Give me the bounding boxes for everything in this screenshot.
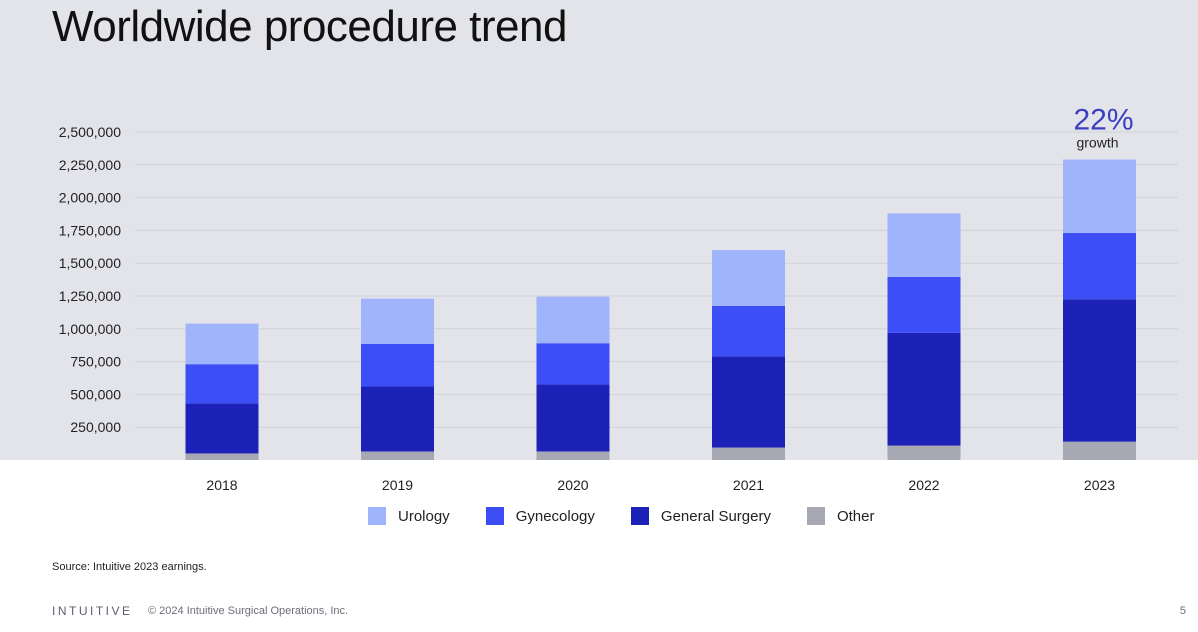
x-tick-label: 2019 — [382, 477, 413, 493]
growth-annotation-label: growth — [1076, 135, 1118, 151]
bar-segment-other-2023 — [1063, 441, 1136, 460]
legend-swatch — [485, 507, 504, 525]
y-tick-label: 1,750,000 — [59, 222, 121, 238]
x-tick-label: 2021 — [733, 477, 764, 493]
bar-segment-general-surgery-2023 — [1063, 299, 1136, 442]
bar-segment-gynecology-2020 — [536, 343, 610, 385]
bar-segment-urology-2018 — [185, 323, 259, 365]
bar-segment-other-2020 — [536, 451, 610, 460]
legend-swatch — [368, 507, 386, 525]
legend-item-general-surgery: General Surgery — [630, 507, 771, 525]
x-tick-label: 2023 — [1084, 477, 1115, 493]
legend-label: Urology — [398, 507, 450, 525]
bar-segment-general-surgery-2019 — [361, 386, 434, 452]
growth-annotation-value: 22% — [1073, 104, 1133, 137]
page-title: Worldwide procedure trend — [52, 2, 567, 51]
y-tick-label: 250,000 — [70, 419, 121, 435]
bar-segment-gynecology-2019 — [361, 343, 434, 387]
y-tick-label: 1,500,000 — [59, 255, 121, 271]
y-tick-label: 500,000 — [70, 386, 121, 402]
copyright-text: © 2024 Intuitive Surgical Operations, In… — [148, 605, 349, 617]
legend-label: Gynecology — [515, 507, 595, 525]
y-tick-label: 2,500,000 — [59, 124, 121, 140]
bar-segment-gynecology-2018 — [185, 364, 259, 404]
y-tick-label: 1,000,000 — [59, 321, 121, 337]
page-number: 5 — [1179, 605, 1186, 617]
x-tick-label: 2022 — [908, 477, 939, 493]
bar-segment-urology-2023 — [1063, 159, 1136, 234]
bar-segment-other-2018 — [185, 453, 259, 460]
bar-segment-general-surgery-2020 — [536, 384, 610, 452]
bar-segment-other-2022 — [887, 445, 961, 460]
legend-swatch — [806, 507, 825, 525]
stacked-bar-chart: 250,000 500,000 750,000 1,000,000 1,250,000 1… — [59, 104, 1178, 493]
bar-segment-urology-2022 — [887, 213, 961, 277]
chart-legend: Urology Gynecology General Surgery Other — [368, 507, 910, 525]
x-tick-label: 2018 — [206, 477, 237, 493]
bar-segment-general-surgery-2022 — [887, 332, 961, 446]
bar-segment-general-surgery-2021 — [712, 356, 785, 448]
y-tick-label: 2,000,000 — [59, 190, 121, 206]
bar-segment-urology-2021 — [712, 250, 785, 306]
bar-segment-gynecology-2022 — [887, 276, 961, 333]
bar-segment-other-2021 — [712, 447, 785, 460]
bar-segment-gynecology-2021 — [712, 305, 785, 357]
legend-label: General Surgery — [660, 507, 771, 525]
source-note: Source: Intuitive 2023 earnings. — [52, 561, 207, 573]
y-tick-label: 1,250,000 — [59, 288, 121, 304]
legend-item-urology: Urology — [368, 507, 450, 525]
bar-segment-general-surgery-2018 — [185, 403, 259, 454]
bar-segment-urology-2019 — [361, 298, 434, 344]
legend-item-gynecology: Gynecology — [485, 507, 595, 525]
bar-segment-other-2019 — [361, 451, 434, 460]
legend-item-other: Other — [806, 507, 875, 525]
legend-swatch — [630, 507, 649, 525]
bar-segment-urology-2020 — [536, 296, 610, 344]
intuitive-logo: INTUITIVE — [52, 604, 133, 618]
y-tick-label: 2,250,000 — [59, 157, 121, 173]
legend-label: Other — [836, 507, 875, 525]
x-tick-label: 2020 — [557, 477, 588, 493]
y-tick-label: 750,000 — [70, 354, 121, 370]
bar-segment-gynecology-2023 — [1063, 233, 1136, 300]
